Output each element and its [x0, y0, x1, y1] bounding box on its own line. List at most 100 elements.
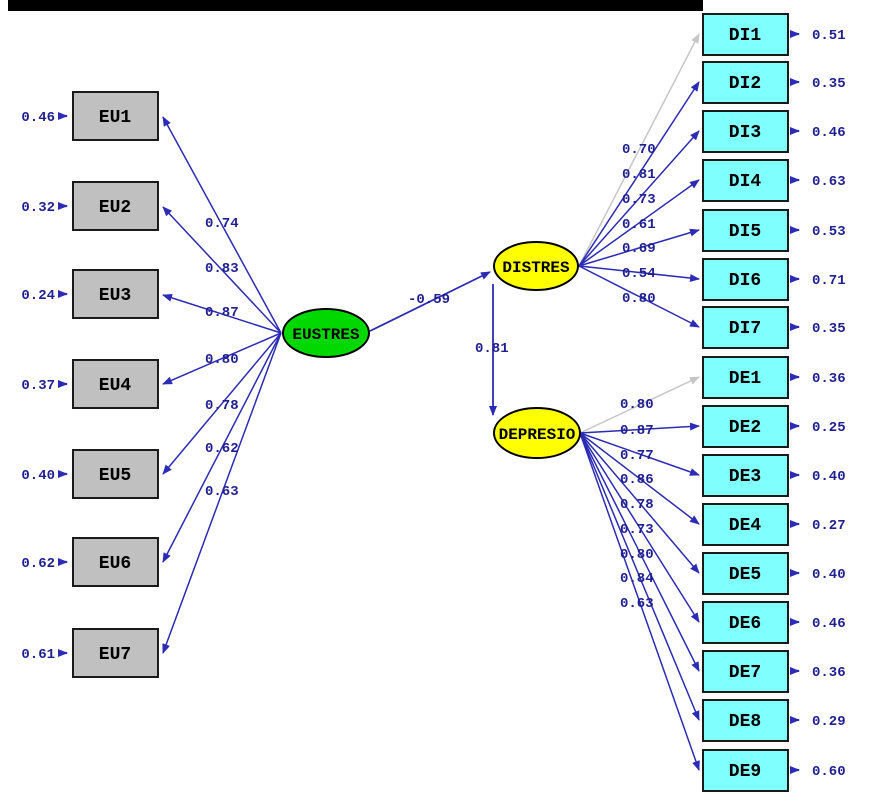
de9-label: DE9 [729, 762, 761, 782]
di7-label: DI7 [729, 319, 761, 339]
distres-depresio-coefficient: 0.81 [475, 341, 509, 357]
de5-box [702, 552, 789, 595]
di4-box [702, 159, 789, 202]
di4-error-value: 0.63 [812, 174, 846, 190]
eustres-eu5-path [162, 332, 282, 475]
depresio-de5-path [579, 432, 700, 574]
de2-loading-value: 0.87 [620, 423, 654, 439]
di2-error-value: 0.35 [812, 76, 846, 92]
eu4-loading-value: 0.80 [205, 352, 239, 368]
distres-di5-path [578, 228, 700, 267]
eu7-loading-value: 0.63 [205, 484, 239, 500]
eu1-error-value: 0.46 [21, 110, 55, 126]
distres-di2-path [578, 81, 700, 267]
de7-label: DE7 [729, 663, 761, 683]
distres-di7-path [578, 265, 700, 328]
di3-box [702, 110, 789, 153]
depresio-label: DEPRESIO [499, 426, 576, 444]
de5-error-value: 0.40 [812, 567, 846, 583]
di3-error-value: 0.46 [812, 125, 846, 141]
eu5-error-value: 0.40 [21, 468, 55, 484]
depresio-de3-path [579, 432, 700, 476]
eu2-loading-value: 0.83 [205, 261, 239, 277]
depresio-de4-path [579, 432, 700, 525]
eu5-loading-value: 0.78 [205, 398, 239, 414]
di7-loading-value: 0.80 [622, 291, 656, 307]
eu7-box [72, 628, 159, 678]
de7-error-value: 0.36 [812, 665, 846, 681]
de1-label: DE1 [729, 369, 762, 389]
distres-di3-path [578, 130, 700, 267]
depresio-ellipse [493, 407, 581, 459]
di6-loading-value: 0.54 [622, 266, 656, 282]
di4-loading-value: 0.61 [622, 217, 656, 233]
di4-label: DI4 [729, 172, 762, 192]
di7-box [702, 306, 789, 349]
eu3-box [72, 269, 159, 319]
de8-label: DE8 [729, 712, 761, 732]
depresio-de6-path [579, 432, 700, 623]
de2-error-value: 0.25 [812, 420, 846, 436]
eu5-box [72, 449, 159, 499]
depresio-de2-path [579, 422, 700, 434]
de2-box [702, 405, 789, 448]
de4-box [702, 503, 789, 546]
di7-error-value: 0.35 [812, 321, 846, 337]
eustres-eu1-path [162, 116, 282, 334]
de9-box [702, 749, 789, 792]
distres-di6-path [578, 265, 700, 283]
eu4-error-value: 0.37 [21, 378, 55, 394]
de9-loading-value: 0.63 [620, 596, 654, 612]
eu2-error-value: 0.32 [21, 200, 55, 216]
eu1-loading-value: 0.74 [205, 216, 239, 232]
eustres-distres-coefficient: -0.59 [408, 292, 450, 308]
de3-loading-value: 0.77 [620, 448, 654, 464]
de3-label: DE3 [729, 467, 761, 487]
di5-box [702, 209, 789, 252]
de4-loading-value: 0.86 [620, 472, 654, 488]
de7-loading-value: 0.80 [620, 547, 654, 563]
depresio-de1-path [579, 376, 700, 434]
di1-error-value: 0.51 [812, 28, 846, 44]
di2-label: DI2 [729, 74, 761, 94]
di5-label: DI5 [729, 222, 761, 242]
distres-di4-path [578, 179, 700, 267]
eu3-loading-value: 0.87 [205, 305, 239, 321]
distres-di1-path [578, 33, 700, 267]
di1-loading-value: 0.70 [622, 142, 656, 158]
de4-label: DE4 [729, 516, 762, 536]
eu2-box [72, 181, 159, 231]
depresio-de7-path [579, 432, 700, 672]
de8-error-value: 0.29 [812, 714, 846, 730]
de1-loading-value: 0.80 [620, 397, 654, 413]
de6-error-value: 0.46 [812, 616, 846, 632]
eu7-error-value: 0.61 [21, 647, 55, 663]
eustres-eu3-path [162, 293, 282, 334]
de5-loading-value: 0.78 [620, 497, 654, 513]
eu6-error-value: 0.62 [21, 556, 55, 572]
eu2-label: EU2 [99, 198, 131, 218]
de1-box [702, 356, 789, 399]
di5-loading-value: 0.69 [622, 241, 656, 257]
de6-loading-value: 0.73 [620, 522, 654, 538]
eu6-label: EU6 [99, 554, 131, 574]
eustres-label: EUSTRES [292, 326, 360, 344]
eustres-distres-path [369, 271, 491, 332]
eu3-label: EU3 [99, 286, 131, 306]
de8-box [702, 699, 789, 742]
eu6-loading-value: 0.62 [205, 441, 239, 457]
eu6-box [72, 537, 159, 587]
eustres-eu6-path [162, 332, 282, 563]
di3-label: DI3 [729, 123, 761, 143]
di1-label: DI1 [729, 26, 762, 46]
de1-error-value: 0.36 [812, 371, 846, 387]
di2-box [702, 61, 789, 104]
distres-ellipse [493, 241, 579, 291]
di6-label: DI6 [729, 271, 761, 291]
de3-box [702, 454, 789, 497]
di6-box [702, 258, 789, 301]
eustres-eu2-path [162, 206, 282, 334]
eu4-box [72, 359, 159, 409]
di1-box [702, 13, 789, 56]
